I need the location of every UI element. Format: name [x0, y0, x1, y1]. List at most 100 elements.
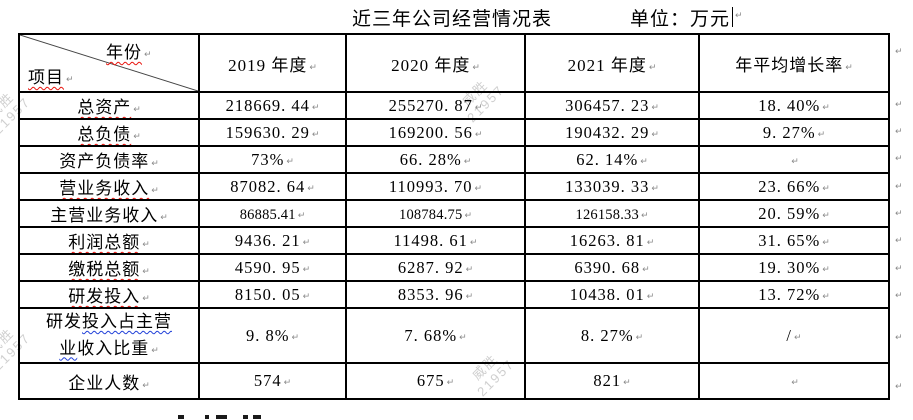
growth-cell[interactable]: 31. 65% [698, 226, 890, 255]
end-of-cell-mark-icon [822, 184, 830, 194]
corner-item-label: 项目 [28, 63, 74, 88]
end-of-cell-mark-icon [466, 265, 474, 275]
column-header-2021[interactable]: 2021 年度 [524, 33, 700, 93]
end-of-cell-mark-icon [160, 213, 168, 223]
value-cell[interactable]: 169200. 56 [345, 118, 526, 147]
row-label: 企业人数 [68, 373, 141, 393]
table-row: 研发投入 8150. 05 8353. 96 10438. 01 13. 72% [18, 280, 890, 309]
value-cell[interactable]: 110993. 70 [345, 172, 526, 201]
value-cell[interactable]: 255270. 87 [345, 91, 526, 120]
value-cell[interactable]: 10438. 01 [524, 280, 700, 309]
end-of-row-mark-icon [895, 127, 903, 137]
row-label-cell[interactable]: 企业人数 [18, 362, 200, 400]
end-of-cell-mark-icon [151, 186, 159, 196]
value-cell[interactable]: 574 [198, 362, 347, 400]
end-of-cell-mark-icon [142, 267, 150, 277]
row-label-cell[interactable]: 主营业务收入 [18, 199, 200, 228]
row-label-cell[interactable]: 利润总额 [18, 226, 200, 255]
column-header-2020[interactable]: 2020 年度 [345, 33, 526, 93]
end-of-cell-mark-icon [133, 132, 141, 142]
corner-cell[interactable]: 年份 项目 [18, 33, 200, 93]
text-cursor [732, 7, 734, 27]
value-cell[interactable]: 4590. 95 [198, 253, 347, 282]
row-label-cell[interactable]: 总负债 [18, 118, 200, 147]
value-cell[interactable]: 73% [198, 145, 347, 174]
value-cell[interactable]: 159630. 29 [198, 118, 347, 147]
value-cell[interactable]: 9436. 21 [198, 226, 347, 255]
row-label-cell[interactable]: 营业务收入 [18, 172, 200, 201]
value-cell[interactable]: 6287. 92 [345, 253, 526, 282]
end-of-cell-mark-icon [642, 265, 650, 275]
growth-cell[interactable]: 19. 30% [698, 253, 890, 282]
value-cell[interactable]: 675 [345, 362, 526, 400]
end-of-cell-mark-icon [312, 130, 320, 140]
value-cell[interactable]: 62. 14% [524, 145, 700, 174]
value-cell[interactable]: 190432. 29 [524, 118, 700, 147]
end-of-cell-mark-icon [651, 130, 659, 140]
end-of-row-mark-icon [895, 236, 903, 246]
end-of-cell-mark-icon [447, 378, 455, 388]
value-cell[interactable]: 8. 27% [524, 307, 700, 364]
end-of-cell-mark-icon [307, 184, 315, 194]
row-label-cell[interactable]: 缴税总额 [18, 253, 200, 282]
value-cell[interactable]: 126158.33 [524, 199, 700, 228]
value-cell[interactable]: 218669. 44 [198, 91, 347, 120]
table-row: 总资产 218669. 44 255270. 87 306457. 23 18.… [18, 91, 890, 120]
growth-cell[interactable]: 9. 27% [698, 118, 890, 147]
end-of-cell-mark-icon [144, 50, 152, 60]
row-label: 研发投入 [68, 287, 141, 306]
end-of-cell-mark-icon [464, 211, 472, 221]
value-cell[interactable]: 306457. 23 [524, 91, 700, 120]
end-of-row-mark-icon [895, 154, 903, 164]
row-label-cell[interactable]: 总资产 [18, 91, 200, 120]
row-label-cell[interactable]: 研发投入 [18, 280, 200, 309]
table-row: 缴税总额 4590. 95 6287. 92 6390. 68 19. 30% [18, 253, 890, 282]
value-cell[interactable]: 9. 8% [198, 307, 347, 364]
value-cell[interactable]: 108784.75 [345, 199, 526, 228]
row-label-cell[interactable]: 资产负债率 [18, 145, 200, 174]
value-cell[interactable]: 66. 28% [345, 145, 526, 174]
value-cell[interactable]: 11498. 61 [345, 226, 526, 255]
growth-cell[interactable] [698, 145, 890, 174]
end-of-cell-mark-icon [475, 130, 483, 140]
row-label: 利润总额 [68, 233, 141, 252]
end-of-row-mark-icon [895, 291, 903, 301]
end-of-cell-mark-icon [822, 238, 830, 248]
row-label: 主营业务收入 [50, 206, 159, 225]
value-cell[interactable]: 86885.41 [198, 199, 347, 228]
row-label-cell[interactable]: 研发投入占主营 业收入比重 [18, 307, 200, 364]
value-cell[interactable]: 7. 68% [345, 307, 526, 364]
column-header-2019[interactable]: 2019 年度 [198, 33, 347, 93]
end-of-row-mark-icon [895, 100, 903, 110]
growth-cell[interactable]: 13. 72% [698, 280, 890, 309]
column-header-growth[interactable]: 年平均增长率 [698, 33, 890, 93]
end-of-cell-mark-icon [151, 159, 159, 169]
end-of-cell-mark-icon [142, 381, 150, 391]
growth-cell[interactable]: 18. 40% [698, 91, 890, 120]
value-cell[interactable]: 16263. 81 [524, 226, 700, 255]
end-of-cell-mark-icon [623, 378, 631, 388]
value-cell[interactable]: 8353. 96 [345, 280, 526, 309]
end-of-cell-mark-icon [791, 157, 799, 167]
growth-cell[interactable] [698, 362, 890, 400]
end-of-cell-mark-icon [309, 63, 317, 73]
value-cell[interactable]: 87082. 64 [198, 172, 347, 201]
end-of-cell-mark-icon [794, 333, 802, 343]
growth-cell[interactable]: 20. 59% [698, 199, 890, 228]
growth-cell[interactable]: 23. 66% [698, 172, 890, 201]
paragraph-mark-icon [735, 11, 743, 21]
value-cell[interactable]: 6390. 68 [524, 253, 700, 282]
end-of-cell-mark-icon [818, 130, 826, 140]
end-of-cell-mark-icon [845, 63, 853, 73]
value-cell[interactable]: 821 [524, 362, 700, 400]
end-of-cell-mark-icon [142, 240, 150, 250]
end-of-cell-mark-icon [142, 294, 150, 304]
document-title-line[interactable]: 近三年公司经营情况表 单位：万元 [352, 5, 743, 30]
end-of-cell-mark-icon [822, 211, 830, 221]
value-cell[interactable]: 8150. 05 [198, 280, 347, 309]
row-label: 缴税总额 [68, 260, 141, 279]
value-cell[interactable]: 133039. 33 [524, 172, 700, 201]
growth-cell[interactable]: / [698, 307, 890, 364]
end-of-cell-mark-icon [636, 333, 644, 343]
